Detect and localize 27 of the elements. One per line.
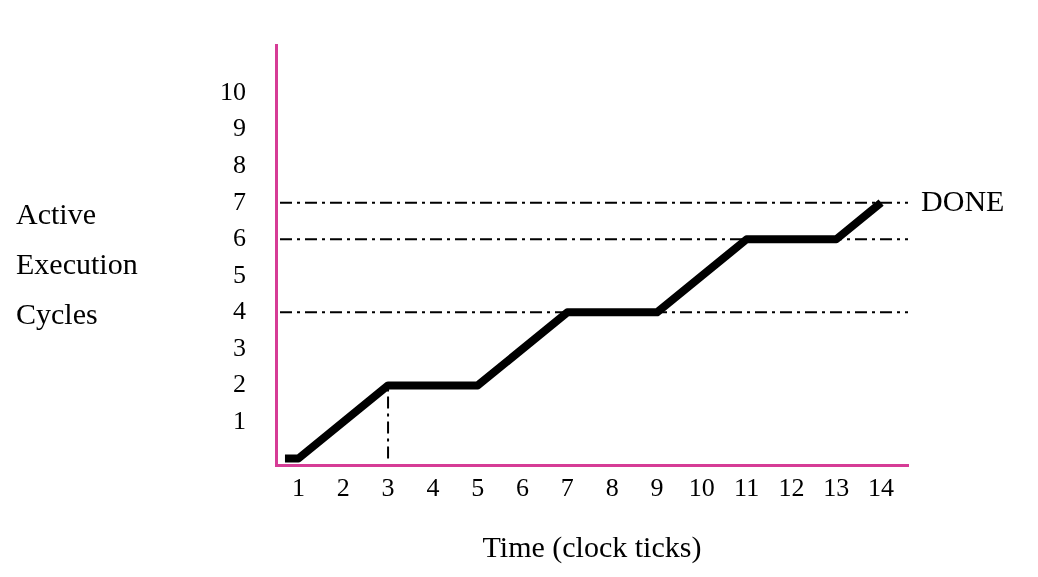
y-tick-label: 1: [233, 405, 246, 435]
y-tick-label: 2: [233, 369, 246, 399]
y-tick-label: 3: [233, 332, 246, 362]
x-axis-title: Time (clock ticks): [482, 529, 702, 564]
y-tick-label: 4: [233, 296, 246, 326]
y-tick-label: 6: [233, 223, 246, 253]
x-tick-label: 5: [471, 473, 485, 503]
x-tick-label: 9: [650, 473, 664, 503]
x-tick-label: 11: [734, 473, 760, 503]
x-tick-label: 13: [823, 473, 850, 503]
x-tick-label: 2: [336, 473, 350, 503]
x-tick-label: 6: [516, 473, 530, 503]
x-tick-label: 14: [868, 473, 895, 503]
y-tick-label: 5: [233, 259, 246, 289]
y-axis-title: Active Execution Cycles: [16, 196, 138, 330]
y-tick-label: 10: [220, 76, 246, 106]
annotation: DONE: [921, 183, 1005, 217]
x-tick-label: 10: [688, 473, 715, 503]
x-tick-label: 7: [560, 473, 574, 503]
x-tick-label: 3: [381, 473, 395, 503]
x-tick-label: 8: [605, 473, 619, 503]
x-tick-label: 12: [778, 473, 805, 503]
x-tick-label: 1: [291, 473, 305, 503]
y-tick-label: 7: [233, 186, 246, 216]
y-tick-label: 9: [233, 113, 246, 143]
y-tick-label: 8: [233, 150, 246, 180]
x-tick-label: 4: [426, 473, 440, 503]
